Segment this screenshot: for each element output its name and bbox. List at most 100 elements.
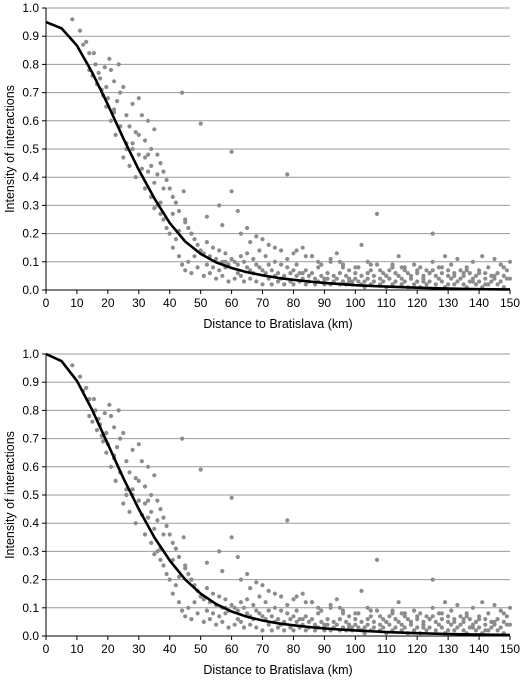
x-tick-label: 10 <box>70 296 84 310</box>
plot-area: 0.0 0.1 0.2 0.3 0.4 0.5 0.6 0.7 0.8 0.9 1.0 0 10 20 30… <box>3 1 520 331</box>
data-point <box>220 619 225 624</box>
data-point <box>164 177 169 183</box>
x-tick-label: 100 <box>345 296 365 310</box>
data-point <box>452 282 457 287</box>
data-point <box>130 146 135 152</box>
x-tick-label: 50 <box>194 296 208 310</box>
data-point <box>127 509 132 514</box>
data-point <box>235 554 240 560</box>
data-point <box>108 413 114 419</box>
data-point <box>113 478 118 483</box>
data-point <box>387 622 392 627</box>
data-point <box>164 225 169 231</box>
data-point <box>325 617 330 622</box>
data-point <box>501 265 506 270</box>
data-point <box>427 271 432 276</box>
data-point <box>183 268 188 273</box>
data-point <box>275 617 281 622</box>
x-tick-label: 70 <box>256 296 270 310</box>
data-point <box>152 526 157 531</box>
x-tick-label: 80 <box>287 642 301 656</box>
data-point <box>446 614 451 619</box>
data-point <box>149 540 154 545</box>
data-point <box>470 605 475 610</box>
y-axis-title: Intensity of interactions <box>3 85 17 213</box>
data-point <box>412 628 417 633</box>
data-point <box>446 619 451 624</box>
data-point <box>269 268 274 273</box>
data-point <box>112 79 117 84</box>
data-point <box>176 574 182 579</box>
data-point <box>430 605 435 610</box>
data-point <box>181 189 186 194</box>
data-point <box>449 622 454 627</box>
data-point <box>251 602 256 608</box>
data-point <box>436 622 441 627</box>
data-point <box>139 166 144 171</box>
data-point <box>269 282 274 287</box>
data-point <box>498 625 503 630</box>
data-point <box>217 203 222 208</box>
y-tick-label: 0.7 <box>22 432 39 446</box>
data-point <box>181 535 186 540</box>
data-point <box>115 445 120 450</box>
data-point <box>458 622 463 627</box>
data-point <box>207 617 212 622</box>
data-point <box>421 279 426 284</box>
data-point <box>183 614 188 619</box>
data-point <box>232 276 237 281</box>
data-point <box>325 276 330 281</box>
data-point <box>107 402 112 407</box>
data-point <box>350 279 355 284</box>
data-point <box>269 614 274 619</box>
data-point <box>477 279 482 284</box>
x-axis-title: Distance to Bratislava (km) <box>203 317 352 331</box>
data-point <box>142 532 148 537</box>
data-point <box>501 611 506 616</box>
data-point <box>449 608 454 613</box>
data-point <box>418 265 423 270</box>
data-point <box>501 273 506 278</box>
data-point <box>430 268 435 273</box>
data-point <box>136 132 141 137</box>
data-point <box>238 600 243 605</box>
data-point <box>424 268 429 273</box>
data-point <box>507 259 513 264</box>
data-point <box>195 242 200 247</box>
data-point <box>266 262 271 267</box>
data-point <box>152 552 157 557</box>
data-point <box>316 611 321 616</box>
data-point <box>161 217 166 222</box>
data-point <box>461 282 466 287</box>
data-point <box>195 611 200 616</box>
data-point <box>180 608 185 613</box>
data-point <box>235 262 240 267</box>
data-point <box>272 259 277 264</box>
data-point <box>368 608 373 613</box>
y-tick-label: 0.3 <box>22 198 39 212</box>
data-point <box>461 271 466 276</box>
data-point <box>504 268 509 273</box>
data-point <box>446 273 451 278</box>
data-point <box>127 163 132 168</box>
data-point <box>232 259 237 264</box>
data-point <box>257 594 262 599</box>
data-point <box>294 248 299 253</box>
data-point <box>155 549 160 554</box>
data-point <box>204 560 209 565</box>
data-point <box>340 608 346 613</box>
data-point <box>118 90 123 95</box>
y-tick-label: 0.8 <box>22 403 39 417</box>
data-point <box>127 470 132 475</box>
data-point <box>275 625 281 630</box>
data-point <box>368 268 373 273</box>
fitted-curve <box>45 352 511 637</box>
data-point <box>155 498 160 503</box>
data-point <box>149 146 154 152</box>
data-point <box>378 622 383 627</box>
data-point <box>415 625 420 630</box>
data-point <box>396 619 401 624</box>
data-point <box>337 617 342 622</box>
x-tick-label: 20 <box>101 642 115 656</box>
data-point <box>353 622 358 627</box>
